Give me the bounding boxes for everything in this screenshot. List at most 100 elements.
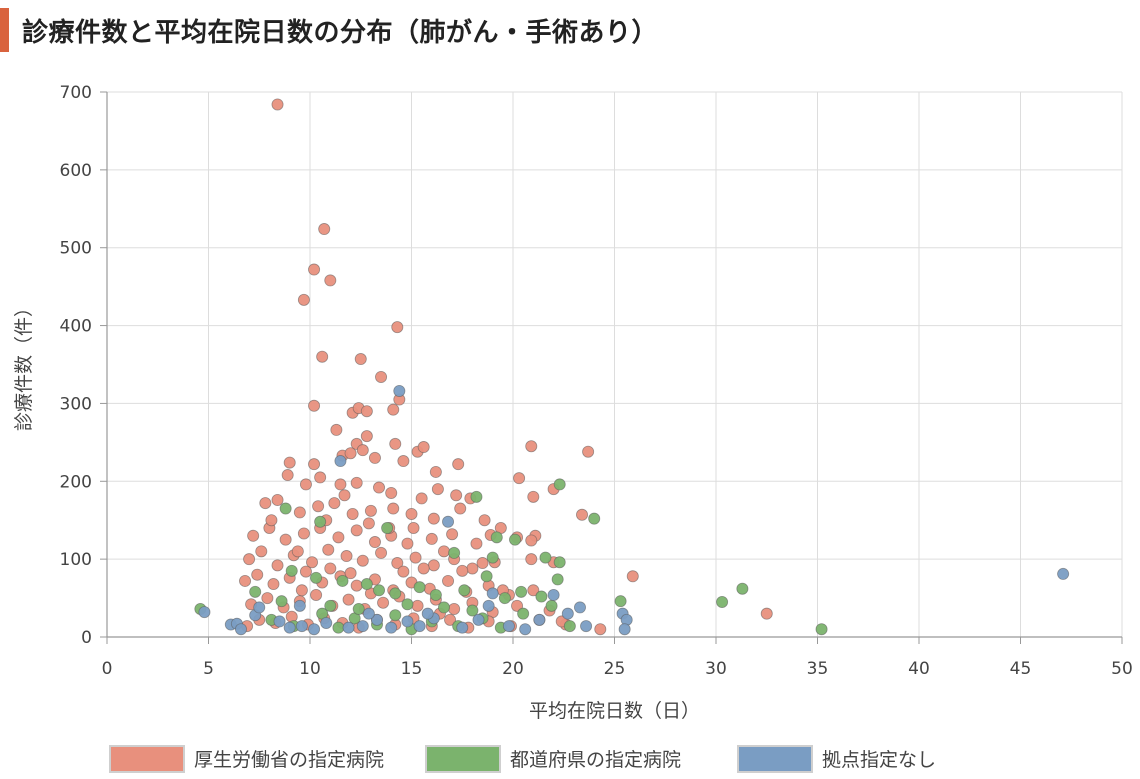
x-tick-label: 20: [502, 659, 524, 679]
x-tick-label: 40: [908, 659, 930, 679]
y-tick-label: 400: [60, 317, 92, 337]
data-point: [249, 585, 262, 598]
title-accent-bar: [0, 8, 9, 52]
data-point: [466, 604, 479, 617]
series-points: [239, 98, 773, 636]
data-point: [502, 620, 515, 633]
data-point: [261, 592, 274, 605]
data-point: [360, 578, 373, 591]
y-tick-label: 500: [60, 239, 92, 259]
data-point: [553, 478, 566, 491]
data-point: [444, 613, 457, 626]
data-point: [547, 588, 560, 601]
data-point: [815, 623, 828, 636]
data-point: [283, 621, 296, 634]
data-point: [271, 559, 284, 572]
data-point: [283, 456, 296, 469]
data-point: [442, 574, 455, 587]
data-point: [527, 584, 540, 597]
x-tick-label: 5: [203, 659, 214, 679]
data-point: [375, 370, 388, 383]
x-tick-labels: 0 5 10 15 20 25 30 35 40 45 50: [102, 659, 1133, 679]
data-point: [364, 504, 377, 517]
legend-label: 厚生労働省の指定病院: [194, 749, 384, 771]
data-point: [470, 537, 483, 550]
data-point: [614, 595, 627, 608]
data-point: [425, 532, 438, 545]
data-point: [760, 607, 773, 620]
data-point: [253, 601, 266, 614]
data-point: [308, 458, 321, 471]
data-point: [429, 588, 442, 601]
data-point: [580, 620, 593, 633]
legend-swatch: [109, 745, 185, 773]
data-point: [344, 447, 357, 460]
data-point: [588, 512, 601, 525]
data-point: [517, 607, 530, 620]
data-point: [486, 551, 499, 564]
data-point: [417, 441, 430, 454]
data-point: [582, 445, 595, 458]
data-point: [470, 490, 483, 503]
data-point: [251, 568, 264, 581]
data-point: [472, 613, 485, 626]
x-tick-label: 10: [299, 659, 321, 679]
data-point: [385, 486, 398, 499]
legend-swatch: [425, 745, 501, 773]
data-point: [324, 562, 337, 575]
page-title: 診療件数と平均在院日数の分布（肺がん・手術あり）: [22, 18, 659, 48]
axes: [100, 91, 1123, 644]
x-tick-label: 30: [705, 659, 727, 679]
data-point: [342, 593, 355, 606]
data-point: [553, 556, 566, 569]
data-point: [450, 489, 463, 502]
x-tick-label: 25: [604, 659, 626, 679]
data-point: [314, 471, 327, 484]
data-point: [480, 570, 493, 583]
data-point: [437, 601, 450, 614]
data-point: [255, 545, 268, 558]
data-point: [265, 514, 278, 527]
x-tick-label: 15: [401, 659, 423, 679]
data-point: [387, 502, 400, 515]
data-point: [330, 423, 343, 436]
data-point: [427, 512, 440, 525]
legend-label: 拠点指定なし: [822, 749, 936, 771]
y-tick-label: 300: [60, 394, 92, 414]
data-point: [381, 522, 394, 535]
data-point: [198, 606, 211, 619]
data-point: [346, 507, 359, 520]
data-point: [324, 599, 337, 612]
data-points: [194, 98, 1070, 636]
legend: 厚生労働省の指定病院 都道府県の指定病院 拠点指定なし: [109, 745, 936, 773]
data-point: [328, 497, 341, 510]
data-point: [332, 621, 345, 634]
data-point: [340, 550, 353, 563]
data-point: [389, 437, 402, 450]
x-tick-label: 0: [102, 659, 113, 679]
data-point: [1057, 567, 1070, 580]
data-point: [405, 507, 418, 520]
data-point: [385, 621, 398, 634]
data-point: [573, 601, 586, 614]
data-point: [338, 489, 351, 502]
data-point: [391, 557, 404, 570]
data-point: [334, 478, 347, 491]
data-point: [456, 621, 469, 634]
data-point: [448, 546, 461, 559]
series-points: [198, 384, 1070, 636]
y-tick-label: 200: [60, 472, 92, 492]
data-point: [314, 515, 327, 528]
y-tick-label: 0: [81, 628, 92, 648]
data-point: [454, 502, 467, 515]
data-point: [401, 537, 414, 550]
data-point: [519, 623, 532, 636]
data-point: [336, 574, 349, 587]
data-point: [442, 515, 455, 528]
data-point: [415, 492, 428, 505]
legend-swatch: [737, 745, 813, 773]
data-point: [716, 595, 729, 608]
data-point: [429, 465, 442, 478]
data-point: [618, 623, 631, 636]
data-point: [476, 557, 489, 570]
